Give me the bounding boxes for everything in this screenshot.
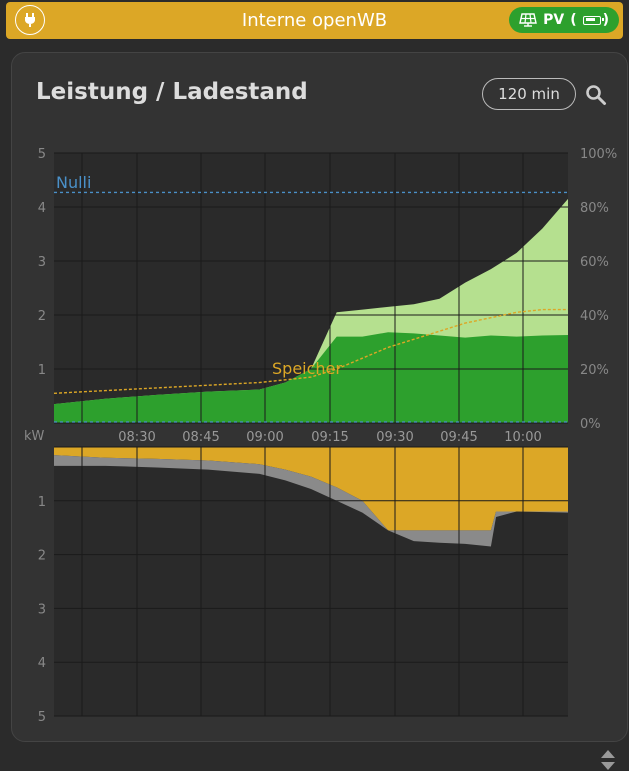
top-bar: Interne openWB PV ( ) [6, 2, 623, 39]
pv-mode-badge[interactable]: PV ( ) [509, 7, 619, 33]
zoom-search-icon[interactable] [585, 84, 607, 106]
card-title: Leistung / Ladestand [36, 79, 308, 105]
pv-label: PV [543, 12, 565, 28]
pv-bracket-open: ( [570, 12, 577, 28]
app-title: Interne openWB [241, 10, 388, 31]
solar-panel-icon [519, 13, 537, 27]
charge-point-button[interactable] [15, 5, 45, 35]
battery-icon [582, 15, 604, 25]
sort-toggle-icon[interactable] [600, 749, 616, 771]
time-range-button[interactable]: 120 min [482, 78, 576, 110]
power-chart-card: Leistung / Ladestand 120 min [11, 52, 628, 770]
pv-bracket-close: ) [602, 12, 609, 28]
plug-icon [25, 13, 35, 27]
